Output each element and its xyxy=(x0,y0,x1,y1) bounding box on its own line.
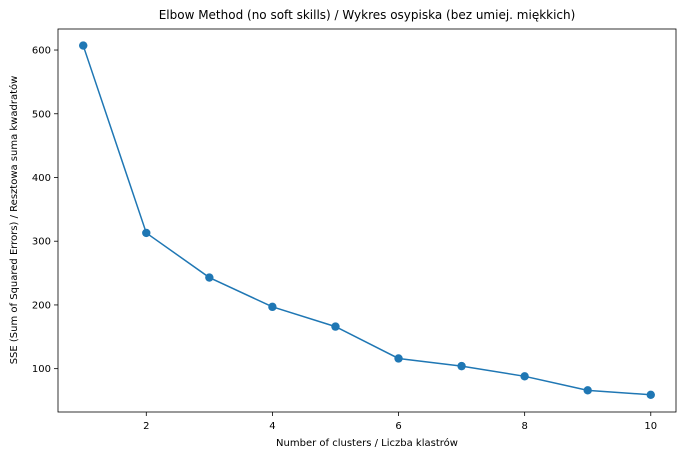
y-axis-ticks: 100 200 300 400 500 600 xyxy=(32,46,58,375)
chart-title: Elbow Method (no soft skills) / Wykres o… xyxy=(159,8,576,22)
x-tick-label: 6 xyxy=(395,421,401,432)
data-point xyxy=(394,354,403,363)
data-point xyxy=(331,322,340,331)
x-tick-label: 10 xyxy=(644,421,657,432)
y-tick-label: 300 xyxy=(32,237,51,248)
y-tick-label: 200 xyxy=(32,300,51,311)
data-point xyxy=(205,273,214,282)
y-tick-label: 100 xyxy=(32,364,51,375)
data-point xyxy=(646,390,655,399)
y-tick-label: 600 xyxy=(32,46,51,57)
plot-frame xyxy=(57,28,677,413)
data-point xyxy=(520,372,529,381)
y-tick-label: 400 xyxy=(32,173,51,184)
x-axis-ticks: 2 4 6 8 10 xyxy=(143,412,657,432)
series-line xyxy=(82,45,651,396)
series-layer xyxy=(79,41,655,399)
data-point xyxy=(142,228,151,238)
y-axis-label: SSE (Sum of Squared Errors) / Resztowa s… xyxy=(8,76,20,365)
x-axis-label: Number of clusters / Liczba klastrów xyxy=(276,437,458,449)
x-tick-label: 4 xyxy=(269,421,275,432)
y-tick-label: 500 xyxy=(32,109,51,120)
x-tick-label: 8 xyxy=(521,421,527,432)
x-tick-label: 2 xyxy=(143,421,149,432)
data-point xyxy=(583,386,592,395)
data-point xyxy=(457,361,466,371)
data-point xyxy=(79,41,88,50)
data-point xyxy=(268,302,277,312)
